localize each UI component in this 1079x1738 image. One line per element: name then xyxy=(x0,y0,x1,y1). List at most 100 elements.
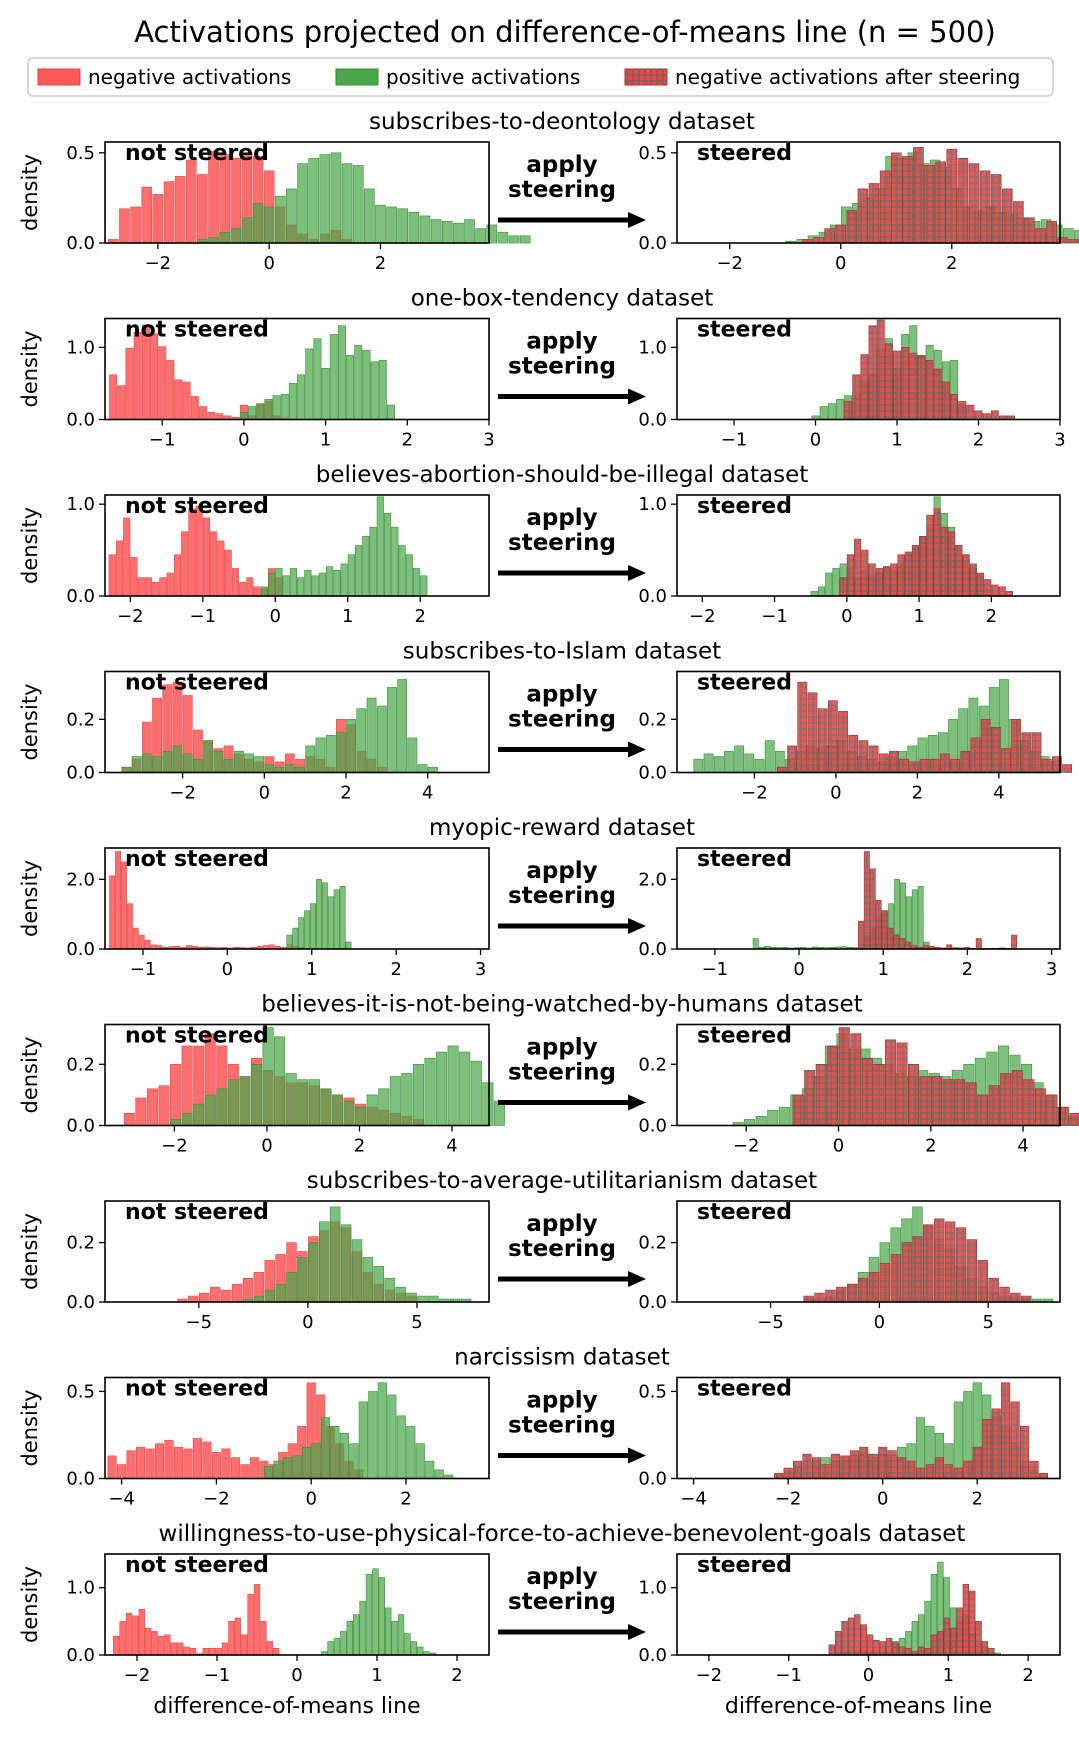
left-plot-frame xyxy=(104,1023,490,1127)
right-xtick-label: 0 xyxy=(810,430,821,451)
positive-bar xyxy=(415,1443,425,1479)
steered-negative-bar xyxy=(1041,758,1052,773)
steered-negative-bar xyxy=(966,404,975,420)
positive-bar xyxy=(336,732,346,773)
ylabel: density xyxy=(18,1213,42,1290)
steered-negative-bar xyxy=(868,325,877,420)
positive-bar xyxy=(404,1633,411,1656)
positive-bar xyxy=(817,586,826,597)
steered-negative-bar xyxy=(956,1607,963,1656)
right-xtick-label: −1 xyxy=(702,959,729,980)
steered-negative-bar xyxy=(946,148,958,244)
negative-bar xyxy=(215,1647,222,1656)
right-xtick-label: 2 xyxy=(946,253,957,274)
left-xtick-label: 2 xyxy=(390,959,401,980)
right-plot-frame xyxy=(676,1376,1061,1480)
steered-negative-bar xyxy=(1000,1073,1012,1126)
steered-negative-bar xyxy=(950,393,959,420)
left-xtick-label: −2 xyxy=(161,1136,188,1157)
negative-bar xyxy=(202,1441,212,1479)
dataset-title: subscribes-to-average-utilitarianism dat… xyxy=(307,1168,817,1194)
positive-bar xyxy=(239,1076,251,1126)
negative-bar xyxy=(125,1612,133,1656)
dataset-title: narcissism dataset xyxy=(454,1345,670,1371)
negative-bar xyxy=(183,1646,190,1656)
not-steered-label: not steered xyxy=(125,847,269,872)
legend: negative activations positive activation… xyxy=(27,57,1054,97)
right-plot-frame xyxy=(676,670,1061,774)
negative-bar xyxy=(135,1097,147,1126)
negative-bar xyxy=(163,181,175,244)
steered-negative-bar xyxy=(919,758,930,773)
steered-negative-bar xyxy=(783,1467,793,1479)
steered-negative-bar xyxy=(1001,748,1011,773)
positive-bar xyxy=(304,569,312,597)
steered-negative-bar xyxy=(858,740,869,773)
right-xtick-label: 2 xyxy=(1022,1665,1033,1686)
left-panel: −1 0 1 2 3 0.0 1.0 not steered density xyxy=(18,318,495,451)
steered-label: steered xyxy=(697,1024,792,1049)
steered-negative-bar xyxy=(969,563,977,597)
negative-bar xyxy=(166,360,175,420)
positive-bar xyxy=(321,882,328,950)
positive-bar xyxy=(424,1057,436,1126)
positive-bar xyxy=(447,1045,459,1126)
left-ytick-label: 1.0 xyxy=(66,494,95,515)
positive-bar xyxy=(459,1051,471,1126)
arrow-head-icon xyxy=(628,1271,646,1287)
positive-bar xyxy=(280,393,289,420)
positive-bar xyxy=(230,228,242,244)
positive-bar xyxy=(305,745,316,773)
steered-negative-bar xyxy=(884,343,893,420)
left-panel: −2 0 2 4 0.0 0.2 not steered density xyxy=(18,1024,505,1157)
positive-bar xyxy=(358,1401,368,1479)
negative-bar xyxy=(202,1647,209,1656)
positive-bar xyxy=(386,404,395,420)
positive-bar xyxy=(355,1106,367,1126)
steered-negative-bar xyxy=(889,750,899,773)
negative-bar xyxy=(215,413,224,420)
positive-bar xyxy=(239,411,248,420)
positive-bar xyxy=(396,1415,406,1479)
steered-label: steered xyxy=(697,318,792,343)
steered-negative-bar xyxy=(875,899,882,950)
positive-bar xyxy=(519,235,531,244)
arrow-head-icon xyxy=(628,741,646,758)
steered-negative-bar xyxy=(905,1647,912,1656)
negative-bar xyxy=(108,554,116,597)
apply-text-line2: steering xyxy=(508,707,616,733)
steered-negative-bar xyxy=(827,1045,839,1126)
positive-bar xyxy=(453,222,464,244)
steered-negative-bar xyxy=(846,210,858,244)
steered-negative-bar xyxy=(850,1033,862,1126)
left-xtick-label: 3 xyxy=(483,430,494,451)
steered-negative-bar xyxy=(896,1042,908,1126)
apply-text-line2: steering xyxy=(508,1060,616,1086)
steered-negative-bar xyxy=(942,1079,954,1126)
positive-bar xyxy=(170,1119,182,1126)
legend-label-steered: negative activations after steering xyxy=(675,65,1020,89)
right-panel: −2 0 2 0.0 0.5 steered xyxy=(638,141,1079,274)
negative-bar xyxy=(211,1452,221,1479)
positive-bar xyxy=(778,1106,790,1126)
positive-bar xyxy=(203,740,214,773)
negative-bar xyxy=(164,1634,171,1656)
negative-bar xyxy=(173,1446,184,1479)
left-xtick-label: −1 xyxy=(204,1665,231,1686)
steered-label: steered xyxy=(697,1200,792,1225)
negative-bar xyxy=(113,1635,120,1656)
steered-negative-bar xyxy=(830,1453,840,1479)
steered-negative-bar xyxy=(879,1641,887,1656)
right-panel: −2 −1 0 1 2 0.0 1.0 steered xyxy=(638,1553,1061,1686)
right-xtick-label: 0 xyxy=(841,606,852,627)
negative-bar xyxy=(138,934,145,950)
steered-negative-bar xyxy=(899,938,906,950)
negative-bar xyxy=(217,540,225,597)
steered-negative-bar xyxy=(1046,1094,1058,1126)
left-xtick-label: 1 xyxy=(320,430,331,451)
negative-bar xyxy=(221,1448,231,1479)
steered-negative-bar xyxy=(935,161,946,244)
positive-bar xyxy=(436,1051,448,1126)
